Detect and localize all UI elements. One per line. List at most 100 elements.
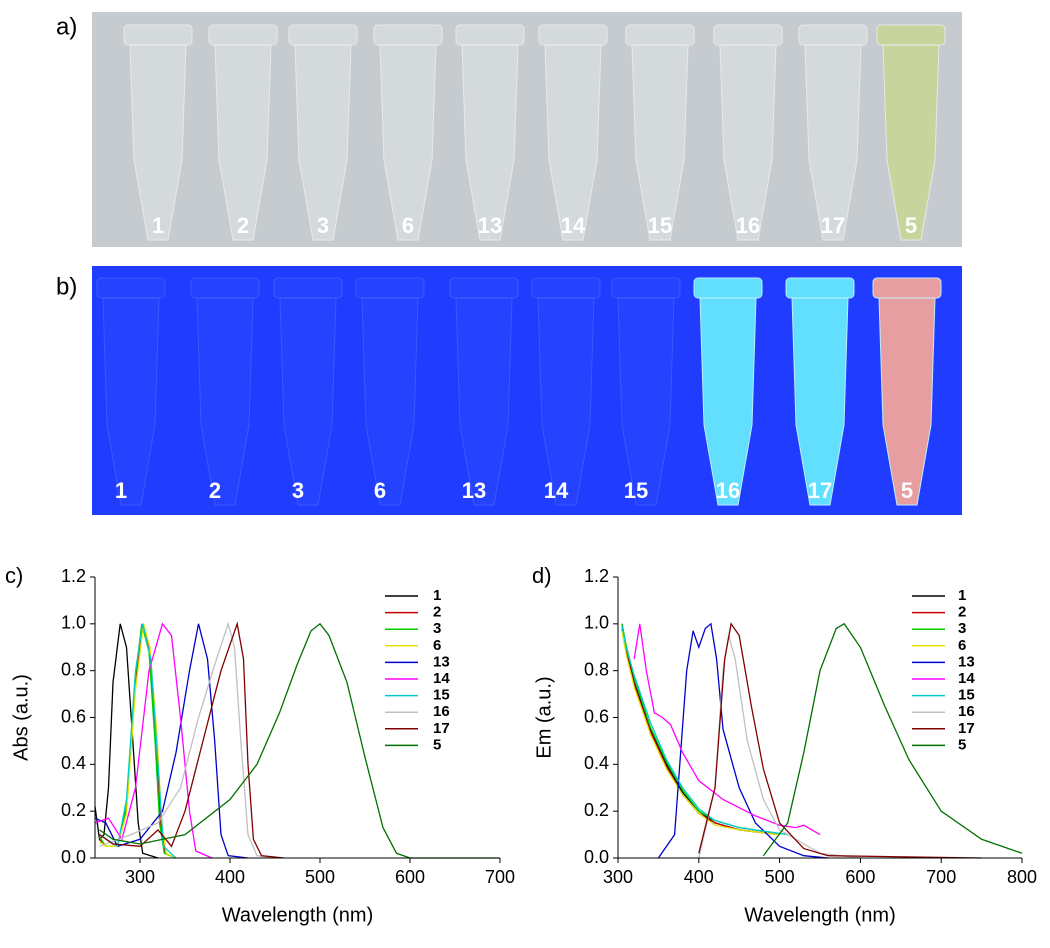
x-tick-label: 300 [603, 867, 633, 887]
panel-label: d) [532, 563, 552, 588]
x-tick-label: 400 [684, 867, 714, 887]
tube [461, 44, 519, 241]
tube [379, 44, 437, 241]
x-tick-label: 300 [125, 867, 155, 887]
y-tick-label: 0.0 [584, 847, 609, 867]
tube [719, 44, 777, 241]
x-tick-label: 400 [215, 867, 245, 887]
tube [129, 44, 187, 241]
data-line [99, 621, 276, 859]
tube [214, 44, 272, 241]
axes [94, 577, 500, 859]
x-tick-label: 700 [485, 867, 515, 887]
data-line [94, 622, 213, 859]
y-tick-label: 1.2 [584, 566, 609, 586]
tube-label: 17 [821, 213, 845, 238]
x-tick-label: 600 [845, 867, 875, 887]
legend-label: 1 [433, 587, 441, 604]
tube-label: 13 [478, 213, 502, 238]
tube-label: 3 [317, 213, 329, 238]
tube [882, 44, 940, 241]
legend-label: 1 [958, 587, 966, 604]
legend-label: 17 [958, 720, 975, 737]
y-axis-label: Em (a.u.) [533, 676, 555, 758]
y-tick-label: 0.8 [61, 659, 86, 679]
x-tick-label: 500 [765, 867, 795, 887]
y-tick-label: 0.2 [584, 800, 609, 820]
tube-label: 1 [152, 213, 164, 238]
panel-label: c) [5, 563, 23, 588]
y-tick-label: 0.2 [61, 800, 86, 820]
legend-label: 2 [433, 604, 441, 621]
data-line [621, 630, 780, 836]
legend-label: 13 [433, 653, 450, 670]
tube-label: 16 [736, 213, 760, 238]
tube [544, 44, 602, 241]
tube-cap [693, 277, 763, 299]
x-tick-label: 700 [926, 867, 956, 887]
tube [791, 297, 849, 506]
tube-label: 17 [808, 478, 832, 503]
data-line [621, 623, 788, 836]
tube-label: 1 [115, 478, 127, 503]
y-tick-label: 0.0 [61, 847, 86, 867]
tube-cap [208, 24, 278, 46]
tube [102, 297, 160, 506]
legend-label: 5 [433, 736, 441, 753]
tube [361, 297, 419, 506]
tube-label: 2 [209, 478, 221, 503]
data-line [99, 622, 500, 859]
tube-cap [190, 277, 260, 299]
tube-label: 13 [462, 478, 486, 503]
tube [279, 297, 337, 506]
legend-label: 15 [433, 687, 450, 704]
tube-cap [876, 24, 946, 46]
tube-cap [611, 277, 681, 299]
panel-label: a) [56, 13, 77, 40]
tube-cap [625, 24, 695, 46]
legend-label: 15 [958, 687, 975, 704]
tube-cap [373, 24, 443, 46]
data-line [99, 623, 177, 859]
data-line [633, 623, 821, 836]
x-tick-label: 600 [395, 867, 425, 887]
legend-label: 16 [433, 703, 450, 720]
legend-label: 13 [958, 653, 975, 670]
y-tick-label: 1.2 [61, 566, 86, 586]
legend-label: 16 [958, 703, 975, 720]
legend-label: 14 [433, 670, 450, 687]
tube-cap [123, 24, 193, 46]
tube-label: 5 [901, 478, 913, 503]
data-line [657, 622, 829, 859]
tube-label: 15 [624, 478, 648, 503]
tube-cap [538, 24, 608, 46]
legend-label: 14 [958, 670, 975, 687]
legend-label: 3 [433, 620, 441, 637]
y-axis-label: Abs (a.u.) [10, 674, 32, 761]
y-tick-label: 0.4 [61, 753, 86, 773]
tube-label: 3 [292, 478, 304, 503]
y-tick-label: 0.6 [61, 706, 86, 726]
tube-label: 6 [402, 213, 414, 238]
legend-label: 5 [958, 736, 966, 753]
tube-cap [449, 277, 519, 299]
tube-label: 6 [374, 478, 386, 503]
panel-label: b) [56, 273, 77, 300]
axes [617, 577, 1022, 859]
x-axis-label: Wavelength (nm) [744, 904, 896, 926]
tube [878, 297, 936, 506]
tube [631, 44, 689, 241]
tube-cap [872, 277, 942, 299]
tube-cap [355, 277, 425, 299]
y-tick-label: 1.0 [584, 613, 609, 633]
tube-label: 16 [716, 478, 740, 503]
y-tick-label: 0.8 [584, 659, 609, 679]
tube [455, 297, 513, 506]
tube-cap [798, 24, 868, 46]
data-line [99, 623, 177, 859]
tube [804, 44, 862, 241]
tube [294, 44, 352, 241]
tube-label: 14 [561, 213, 586, 238]
legend-label: 6 [433, 637, 441, 654]
